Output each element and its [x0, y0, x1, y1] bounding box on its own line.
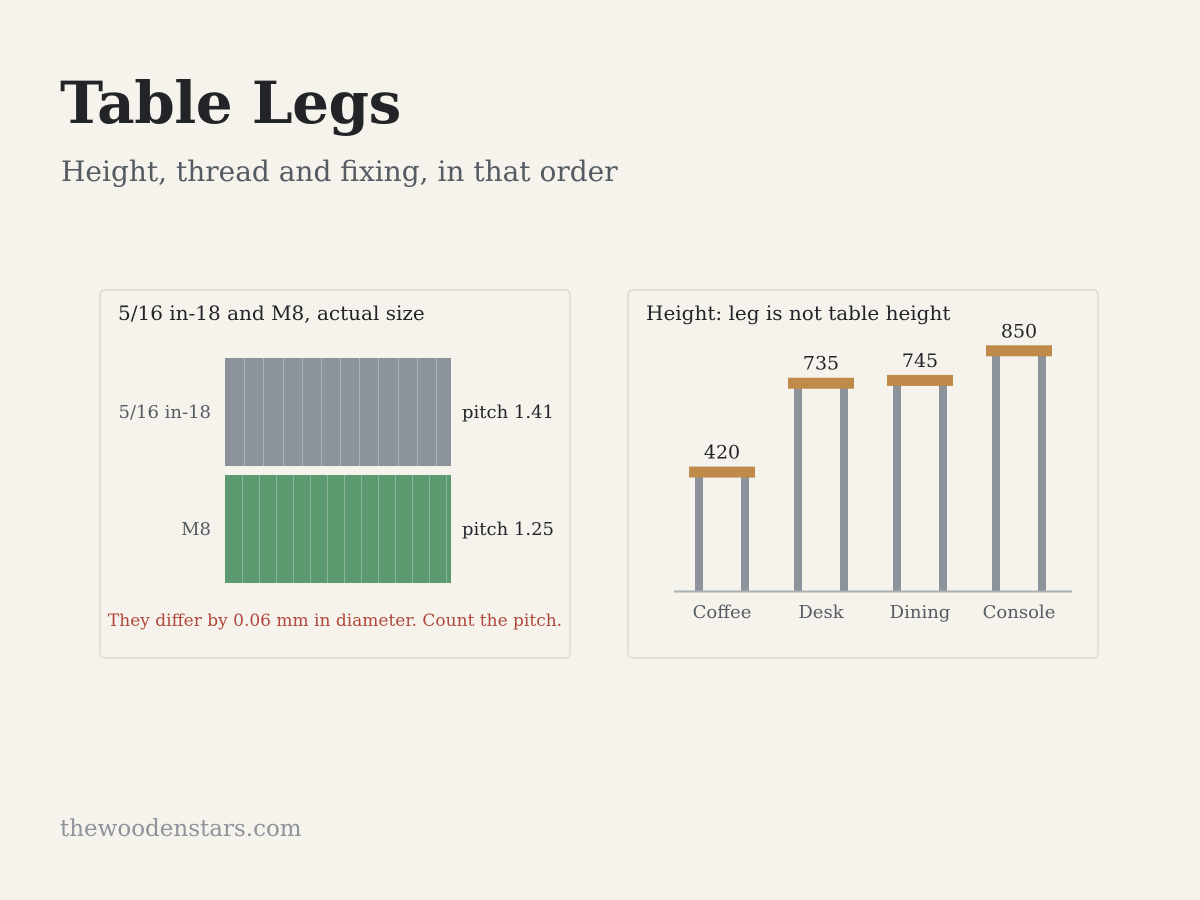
thread-crest-line: [242, 475, 243, 583]
thread-crest-line: [263, 358, 264, 466]
thread-comparison-panel: 5/16 in-18 and M8, actual size 5/16 in-1…: [99, 289, 571, 659]
thread-crest-line: [412, 475, 413, 583]
thread-crest-line: [310, 475, 311, 583]
thread-crest-line: [429, 475, 430, 583]
thread-crest-line: [417, 358, 418, 466]
thread-crest-line: [259, 475, 260, 583]
thread-crest-line: [321, 358, 322, 466]
thread-crest-line: [327, 475, 328, 583]
height-panel-title: Height: leg is not table height: [646, 301, 951, 325]
table-height-chart: 420 Coffee 735 Desk 745 Dining 850 Console: [674, 320, 1072, 623]
table-leg: [840, 383, 848, 591]
thread-crest-line: [276, 475, 277, 583]
table-height-panel: Height: leg is not table height 420 Coffe…: [627, 289, 1099, 659]
thread-crest-line: [359, 358, 360, 466]
tabletop-bar: [887, 374, 953, 386]
thread-crest-line: [344, 475, 345, 583]
page-title: Table Legs: [60, 69, 401, 137]
thread-crest-line: [378, 358, 379, 466]
category-label: Coffee: [693, 602, 752, 623]
thread-crest-line: [446, 475, 447, 583]
thread-sample-imperial: [225, 358, 451, 466]
height-value-label: 850: [1001, 320, 1037, 342]
category-label: Console: [983, 602, 1056, 623]
table-leg: [992, 351, 1000, 591]
category-label: Dining: [890, 602, 951, 623]
tabletop-bar: [986, 345, 1052, 357]
thread-crest-line: [378, 475, 379, 583]
thread-sample-metric: [225, 475, 451, 583]
thread-panel-title: 5/16 in-18 and M8, actual size: [118, 301, 425, 325]
pitch-label-metric: pitch 1.25: [462, 519, 554, 540]
height-value-label: 745: [902, 350, 938, 372]
thread-crest-line: [398, 358, 399, 466]
pitch-label-imperial: pitch 1.41: [462, 402, 554, 423]
table-leg: [794, 383, 802, 591]
thread-crest-line: [244, 358, 245, 466]
table-leg: [741, 472, 749, 591]
thread-name-imperial: 5/16 in-18: [118, 402, 211, 423]
thread-name-metric: M8: [181, 519, 211, 540]
tabletop-bar: [788, 377, 854, 389]
page-subtitle: Height, thread and fixing, in that order: [61, 155, 618, 188]
site-footer: thewoodenstars.com: [60, 816, 302, 842]
thread-crest-line: [283, 358, 284, 466]
thread-crest-line: [361, 475, 362, 583]
category-label: Desk: [798, 602, 844, 623]
thread-note: They differ by 0.06 mm in diameter. Coun…: [107, 611, 563, 631]
tabletop-bar: [689, 466, 755, 478]
height-value-label: 420: [704, 442, 740, 464]
thread-crest-line: [340, 358, 341, 466]
table-leg: [695, 472, 703, 591]
height-value-label: 735: [803, 353, 839, 375]
thread-crest-line: [293, 475, 294, 583]
table-leg: [1038, 351, 1046, 591]
thread-crest-line: [302, 358, 303, 466]
thread-crest-line: [436, 358, 437, 466]
table-leg: [939, 380, 947, 591]
thread-crest-line: [395, 475, 396, 583]
table-leg: [893, 380, 901, 591]
